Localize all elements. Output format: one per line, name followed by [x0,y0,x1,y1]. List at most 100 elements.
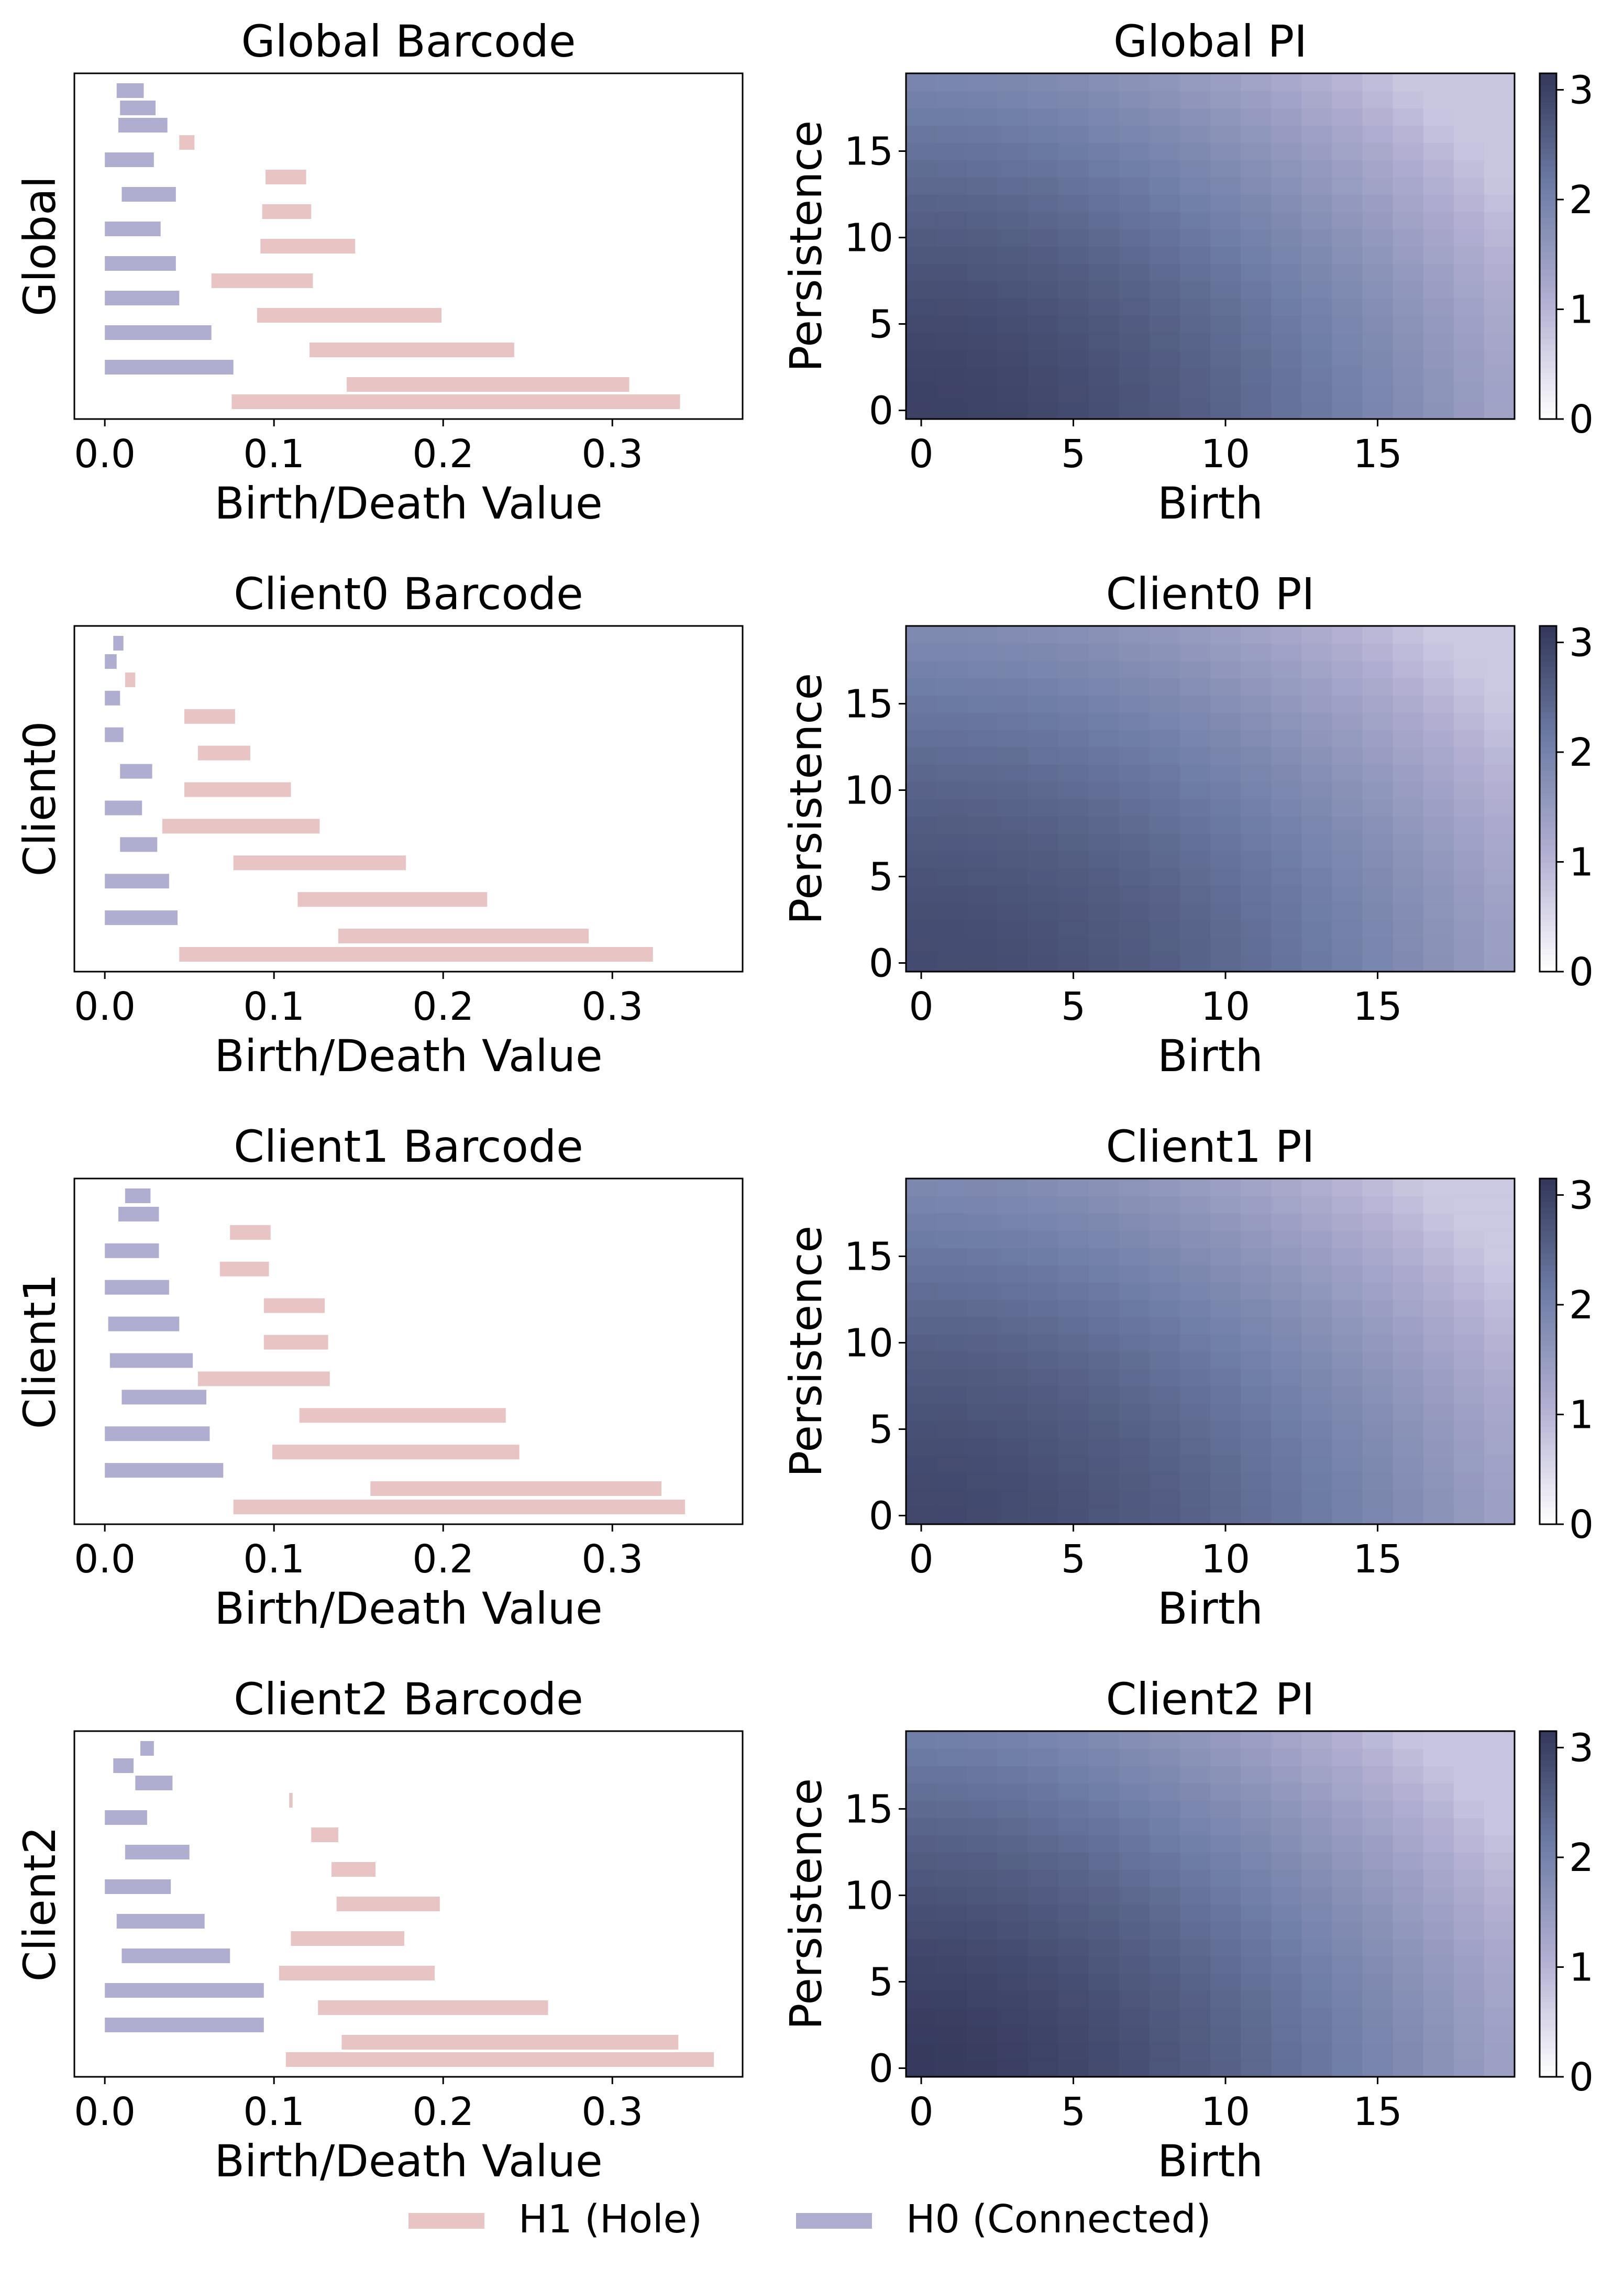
pi-cell [1484,350,1515,368]
pi-cell [1179,920,1211,938]
pi-cell [1271,1369,1302,1386]
barcode-xlabel: Birth/Death Value [214,1583,602,1634]
pi-cell [1149,367,1180,385]
pi-cell [1179,1748,1211,1766]
pi-cell [1058,1904,1089,1922]
pi-cell [1453,1282,1485,1300]
pi-xtick-label: 0 [909,1537,934,1582]
pi-cell [1179,1300,1211,1317]
pi-cell [1484,937,1515,955]
pi-cell [1179,1956,1211,1974]
pi-cell [1210,1438,1241,1456]
pi-cell [1423,1766,1454,1783]
colorbar-segment [1540,373,1556,379]
pi-cell [997,695,1029,713]
pi-cell [1088,1472,1120,1490]
barcode-bar-h0 [105,1243,159,1258]
pi-cell [1332,2025,1363,2043]
pi-cell [1210,1835,1241,1853]
pi-cell [936,1265,967,1283]
pi-cell [906,1248,937,1265]
pi-cell [967,1887,998,1904]
pi-cell [1058,91,1089,108]
pi-cell [906,1507,937,1525]
pi-cell [936,281,967,299]
pi-cell [1058,1282,1089,1300]
pi-cell [1423,350,1454,368]
pi-cell [967,1438,998,1456]
pi-cell [1119,246,1150,264]
pi-cell [1423,730,1454,747]
pi-cell [1484,1265,1515,1283]
pi-cell [1088,1421,1120,1438]
pi-cell [1149,212,1180,229]
pi-cell [1058,402,1089,420]
pi-cell [1393,678,1424,696]
pi-cell [1179,91,1211,108]
pi-cell [1210,1783,1241,1801]
pi-cell [936,229,967,247]
pi-cell [967,298,998,316]
pi-cell [1453,851,1485,868]
pi-cell [1058,177,1089,195]
pi-cell [1453,1921,1485,1939]
colorbar-segment [1540,1184,1556,1191]
pi-cell [1058,747,1089,765]
pi-cell [1362,1351,1394,1369]
pi-cell [1210,1472,1241,1490]
pi-cell [1484,1421,1515,1438]
pi-cell [997,1904,1029,1922]
barcode-ylabel: Global [14,176,65,316]
pi-cell [1179,177,1211,195]
colorbar-segment [1540,292,1556,299]
pi-cell [997,1887,1029,1904]
pi-cell [1210,194,1241,212]
pi-cell [936,1869,967,1887]
pi-cell [1058,1403,1089,1421]
pi-cell [1210,937,1241,955]
pi-frame [905,625,1516,973]
pi-cell [936,833,967,851]
pi-cell [906,816,937,834]
colorbar-segment [1540,1800,1556,1807]
pi-cell [1423,2042,1454,2060]
pi-cell [1362,73,1394,91]
pi-cell [1179,1472,1211,1490]
pi-cell [1362,1835,1394,1853]
pi-cell [936,1939,967,1956]
pi-cell [1484,1973,1515,1991]
pi-cell [1453,1973,1485,1991]
pi-cell [1088,229,1120,247]
pi-cell [1058,1179,1089,1196]
pi-cell [936,1921,967,1939]
colorbar-segment [1540,1771,1556,1778]
pi-cell [1332,194,1363,212]
pi-cell [997,764,1029,782]
pi-cell [1332,1455,1363,1473]
pi-cell [967,142,998,160]
colorbar-segment [1540,131,1556,137]
pi-cell [1484,2060,1515,2077]
colorbar-segment [1540,1904,1556,1910]
pi-cell [1332,1472,1363,1490]
pi-cell [906,1438,937,1456]
pi-cell [1210,1748,1241,1766]
pi-cell [1149,384,1180,402]
pi-cell [1119,937,1150,955]
pi-cell [1179,1852,1211,1870]
pi-cell [997,781,1029,799]
pi-cell [1241,1835,1272,1853]
pi-cell [1484,833,1515,851]
pi-cell [1058,1939,1089,1956]
pi-cell [1058,1783,1089,1801]
pi-cell [1210,1887,1241,1904]
colorbar-segment [1540,1777,1556,1783]
pi-cell [1423,764,1454,782]
pi-cell [1088,764,1120,782]
pi-cell [1362,2008,1394,2025]
pi-cell [1149,1990,1180,2008]
pi-cell [1362,1748,1394,1766]
pi-ytick-label: 10 [844,1874,893,1919]
pi-cell [1271,177,1302,195]
